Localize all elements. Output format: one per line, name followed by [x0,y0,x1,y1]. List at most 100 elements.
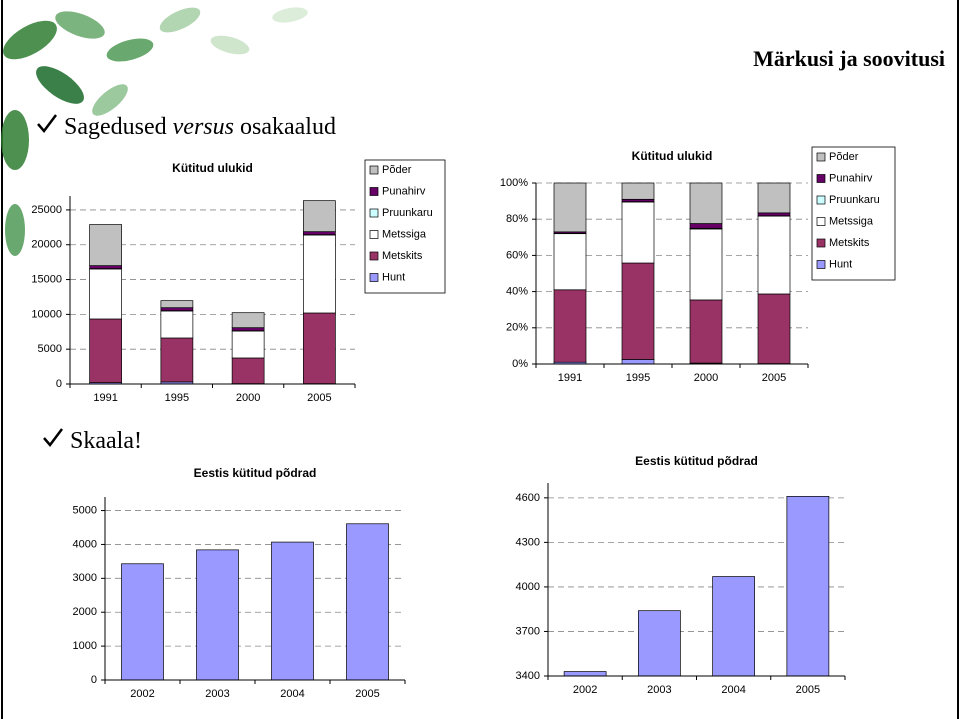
bullet-text: versus [173,114,234,140]
bar [712,576,755,677]
y-tick-label: 25000 [31,204,62,216]
bar [757,215,791,295]
x-tick-label: 1991 [93,392,117,404]
legend-swatch [369,230,379,239]
legend-swatch [369,208,379,218]
legend-swatch [369,187,379,196]
x-tick-label: 2000 [236,392,260,404]
bar [786,496,830,677]
bar [621,182,655,200]
bullet: Sagedused versus osakaalud [64,114,336,140]
bar [89,224,122,266]
legend-swatch [816,217,826,226]
bullet: Skaala! [70,428,142,454]
legend-box [364,159,446,294]
y-tick-label: 80% [506,213,528,225]
bar [231,327,265,332]
y-tick-label: 3700 [516,625,540,637]
legend-label: Metskits [829,237,870,249]
x-tick-label: 2004 [721,684,745,696]
legend-swatch [816,260,826,269]
legend-swatch [816,238,826,248]
y-tick-label: 100% [500,177,528,189]
bar [89,265,122,269]
chart-title: Eestis kütitud põdrad [635,454,758,468]
legend-label: Hunt [382,271,405,283]
bar [160,307,194,312]
bar [638,610,681,677]
legend-label: Metskits [382,250,423,262]
y-tick-label: 15000 [31,273,62,285]
legend-swatch [369,251,379,261]
bar [757,212,791,217]
bar [621,201,655,264]
x-tick-label: 1995 [626,372,650,384]
bar [196,549,239,681]
bullet-text: Sagedused [64,114,173,140]
y-tick-label: 0% [512,358,528,370]
bar [231,330,265,359]
x-tick-label: 2002 [130,688,154,700]
bar [303,200,336,233]
bar [689,299,723,364]
x-tick-label: 2005 [762,372,786,384]
legend-swatch [816,152,826,162]
bar [303,231,336,236]
legend-label: Punahirv [382,185,426,197]
bar [271,541,314,681]
x-tick-label: 2005 [796,684,820,696]
y-tick-label: 0 [56,378,62,390]
bar [621,262,655,360]
bar [89,268,122,320]
legend-swatch [816,174,826,183]
bar [121,563,164,681]
bar [757,293,791,364]
bar [689,228,723,301]
bar [689,182,723,224]
slide-title: Märkusi ja soovitusi [753,46,945,71]
y-tick-label: 0 [91,674,97,686]
legend-label: Metssiga [382,228,427,240]
bar [757,182,791,214]
x-tick-label: 2005 [307,392,331,404]
x-tick-label: 2005 [355,688,379,700]
legend-label: Metssiga [829,215,874,227]
chart-title: Kütitud ulukid [632,149,713,163]
y-tick-label: 20000 [31,239,62,251]
y-tick-label: 3000 [73,572,97,584]
y-tick-label: 2000 [73,606,97,618]
bar [563,671,607,677]
y-tick-label: 5000 [38,343,62,355]
legend-label: Hunt [829,258,852,270]
y-tick-label: 4300 [516,536,540,548]
bar [689,223,723,229]
legend-label: Punahirv [829,172,873,184]
y-tick-label: 5000 [73,504,97,516]
x-tick-label: 2000 [694,372,718,384]
x-tick-label: 2003 [205,688,229,700]
x-tick-label: 1995 [165,392,189,404]
legend-label: Põder [829,151,859,163]
y-tick-label: 4000 [516,581,540,593]
bar [553,289,587,363]
bar [553,182,587,233]
x-tick-label: 2002 [573,684,597,696]
check-icon [37,114,57,133]
x-tick-label: 1991 [558,372,582,384]
legend-swatch [369,165,379,175]
bullet-text: osakaalud [234,114,336,140]
bar [160,337,194,383]
y-tick-label: 10000 [31,308,62,320]
chart-title: Eestis kütitud põdrad [194,466,317,480]
check-icon [43,428,63,447]
legend-swatch [369,273,379,282]
y-tick-label: 3400 [516,670,540,682]
legend-label: Pruunkaru [382,207,433,219]
leaf-decoration [1,7,308,256]
bar [231,312,265,329]
bar [160,300,194,309]
x-tick-label: 2003 [647,684,671,696]
y-tick-label: 60% [506,249,528,261]
y-tick-label: 4600 [516,492,540,504]
